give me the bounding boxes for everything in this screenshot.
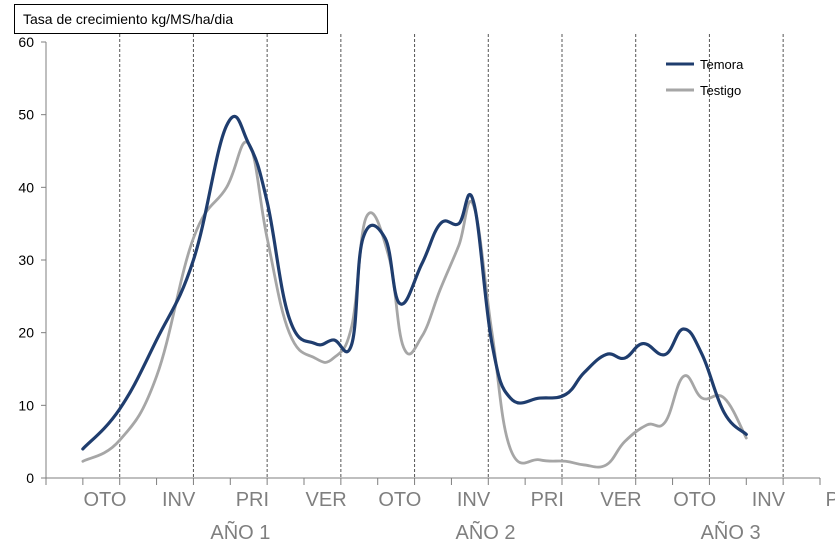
legend-label-temora: Temora bbox=[700, 57, 744, 72]
series-line-temora bbox=[81, 114, 748, 451]
y-tick-label: 60 bbox=[18, 34, 34, 50]
y-tick-label: 50 bbox=[18, 107, 34, 123]
season-label: OTO bbox=[83, 489, 126, 511]
season-label: INV bbox=[752, 489, 786, 511]
y-tick-label: 30 bbox=[18, 252, 34, 268]
season-label: PRI bbox=[531, 489, 564, 511]
y-tick-label: 0 bbox=[26, 470, 34, 486]
season-label: OTO bbox=[673, 489, 716, 511]
y-axis-title: Tasa de crecimiento kg/MS/ha/dia bbox=[14, 4, 328, 34]
season-label: OTO bbox=[378, 489, 421, 511]
season-label: INV bbox=[162, 489, 196, 511]
season-label: VER bbox=[600, 489, 641, 511]
legend-label-testigo: Testigo bbox=[700, 83, 741, 98]
year-label: AÑO 1 bbox=[210, 520, 270, 544]
season-label: PRI bbox=[825, 489, 835, 511]
season-label: INV bbox=[457, 489, 491, 511]
year-label: AÑO 2 bbox=[456, 520, 516, 544]
y-tick-label: 40 bbox=[18, 179, 34, 195]
series-line-testigo bbox=[81, 140, 748, 469]
y-tick-label: 10 bbox=[18, 397, 34, 413]
y-tick-label: 20 bbox=[18, 325, 34, 341]
season-label: VER bbox=[306, 489, 347, 511]
season-label: PRI bbox=[236, 489, 269, 511]
year-label: AÑO 3 bbox=[701, 520, 761, 544]
